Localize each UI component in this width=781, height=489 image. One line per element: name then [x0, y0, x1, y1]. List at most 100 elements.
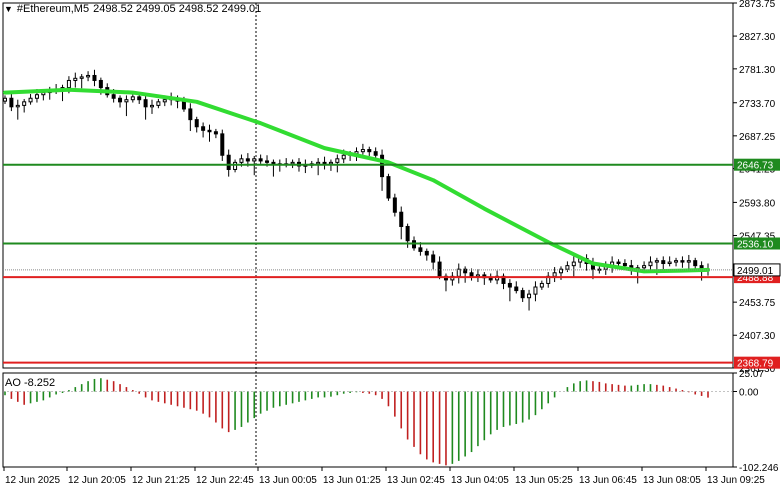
candle-body [648, 261, 653, 267]
candle [667, 256, 672, 267]
candle-body [341, 154, 346, 160]
candle [431, 250, 436, 270]
candle-body [181, 100, 186, 110]
candle-body [335, 158, 340, 163]
time-axis-label: 13 Jun 02:45 [387, 475, 445, 486]
candle-body [201, 126, 206, 131]
candle-body [226, 154, 231, 170]
candle [648, 256, 653, 270]
collapse-triangle-icon[interactable]: ▼ [4, 4, 13, 14]
candle-body [9, 97, 14, 108]
ohlc-label: 2498.52 2499.05 2498.52 2499.01 [93, 3, 262, 15]
candle-body [674, 260, 679, 263]
candle [380, 149, 385, 191]
time-axis-label: 12 Jun 22:45 [196, 475, 254, 486]
candle [392, 193, 397, 217]
candle [60, 84, 65, 102]
candle-body [271, 161, 276, 165]
candle-body [437, 261, 442, 277]
candle-body [424, 250, 429, 256]
candle [424, 248, 429, 261]
time-axis-label: 13 Jun 06:45 [579, 475, 637, 486]
candle-body [233, 161, 238, 170]
candle-body [661, 260, 666, 265]
candle [463, 266, 468, 283]
price-axis-label: 2361.30 [739, 364, 776, 375]
candle [482, 272, 487, 285]
candle-body [616, 261, 621, 265]
candle-body [654, 260, 659, 263]
level-tag-3 [734, 356, 780, 369]
candle-body [367, 149, 372, 153]
candle [571, 256, 576, 278]
candle [680, 256, 685, 268]
candle [322, 156, 327, 170]
candle-body [642, 265, 647, 269]
candle-body [143, 99, 148, 108]
candle-body [3, 97, 7, 102]
candle [635, 264, 640, 284]
candle [507, 279, 512, 302]
candle-body [124, 99, 129, 103]
candle-body [130, 96, 135, 101]
candle [137, 93, 142, 104]
candle-body [149, 104, 154, 108]
candle [258, 154, 263, 164]
time-axis-label: 12 Jun 2025 [5, 475, 60, 486]
candle-body [533, 286, 538, 295]
candle [303, 159, 308, 174]
candle [552, 267, 557, 283]
ao-header: AO -8.252 [5, 377, 55, 389]
candle-body [680, 260, 685, 263]
candle-body [431, 254, 436, 263]
level-tag-label-2: 2488.88 [737, 273, 774, 284]
candle [693, 257, 698, 269]
candle [188, 103, 193, 132]
candle [124, 95, 129, 117]
level-tag-label-1: 2536.10 [737, 239, 774, 250]
candle [9, 93, 14, 112]
candle-body [552, 272, 557, 277]
candle [367, 146, 372, 156]
candle [399, 206, 404, 240]
price-axis-label: 2733.70 [739, 99, 776, 110]
candle-body [220, 133, 225, 156]
time-axis-label: 12 Jun 21:25 [132, 475, 190, 486]
candle-body [571, 261, 576, 267]
candle-body [527, 293, 532, 299]
price-axis-label: 2781.30 [739, 65, 776, 76]
candle-body [66, 79, 71, 89]
candle [201, 122, 206, 138]
candle [118, 95, 123, 108]
candle-body [565, 265, 570, 270]
candle-body [328, 161, 333, 165]
candle-body [392, 197, 397, 213]
candle [674, 257, 679, 267]
level-tag-label-0: 2646.73 [737, 161, 774, 172]
candle-body [239, 158, 244, 163]
candle-body [73, 77, 78, 81]
ao-axis-label: 0.00 [739, 388, 759, 399]
candle [156, 98, 161, 109]
candle-body [667, 261, 672, 265]
candle-body [693, 260, 698, 267]
candle [686, 254, 691, 270]
candle [437, 256, 442, 280]
candle [213, 128, 218, 139]
candle [86, 71, 91, 82]
candle [79, 74, 84, 89]
candle-body [92, 74, 97, 81]
price-axis-label: 2453.75 [739, 298, 776, 309]
current-price-tag [733, 263, 781, 277]
time-axis-label: 13 Jun 00:05 [259, 475, 317, 486]
candle-body [316, 161, 321, 165]
price-pane-frame [2, 2, 734, 369]
candle-body [15, 104, 20, 108]
candle-body [514, 286, 519, 292]
candle-body [686, 260, 691, 263]
price-axis-label: 2873.75 [739, 0, 776, 10]
candle [92, 69, 97, 87]
price-axis-label: 2687.25 [739, 132, 776, 143]
